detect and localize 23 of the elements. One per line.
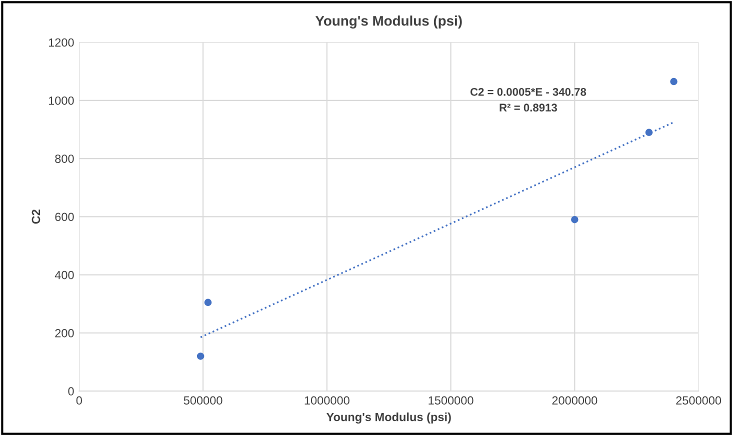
y-tick-label: 1200 — [48, 38, 74, 47]
annotation: R² = 0.8913 — [500, 104, 558, 112]
y-tick-label: 200 — [55, 328, 74, 338]
x-tick-label: 2000000 — [552, 396, 598, 405]
x-tick-label: 1000000 — [304, 396, 350, 405]
point — [670, 78, 678, 86]
chart-title: Young's Modulus (psi) — [315, 16, 462, 29]
point — [196, 352, 204, 360]
point — [645, 128, 653, 136]
y-tick-label: 400 — [54, 270, 74, 280]
x-tick-label: 1500000 — [428, 396, 474, 405]
y-tick-label: 800 — [55, 154, 74, 163]
x-axis-title: Young's Modulus (psi) — [326, 412, 451, 424]
y-tick-label: 600 — [55, 212, 74, 222]
y-tick-label: 0 — [68, 387, 74, 396]
x-tick-label: 2500000 — [676, 396, 722, 405]
y-tick-label: 1000 — [48, 96, 74, 105]
y-axis-title: C2 — [32, 210, 40, 224]
point — [571, 216, 578, 224]
annotation: C2 = 0.0005*E - 340.78 — [470, 88, 586, 96]
x-tick-label: 0 — [76, 396, 82, 405]
x-tick-label: 500000 — [184, 396, 222, 405]
point — [204, 298, 212, 306]
